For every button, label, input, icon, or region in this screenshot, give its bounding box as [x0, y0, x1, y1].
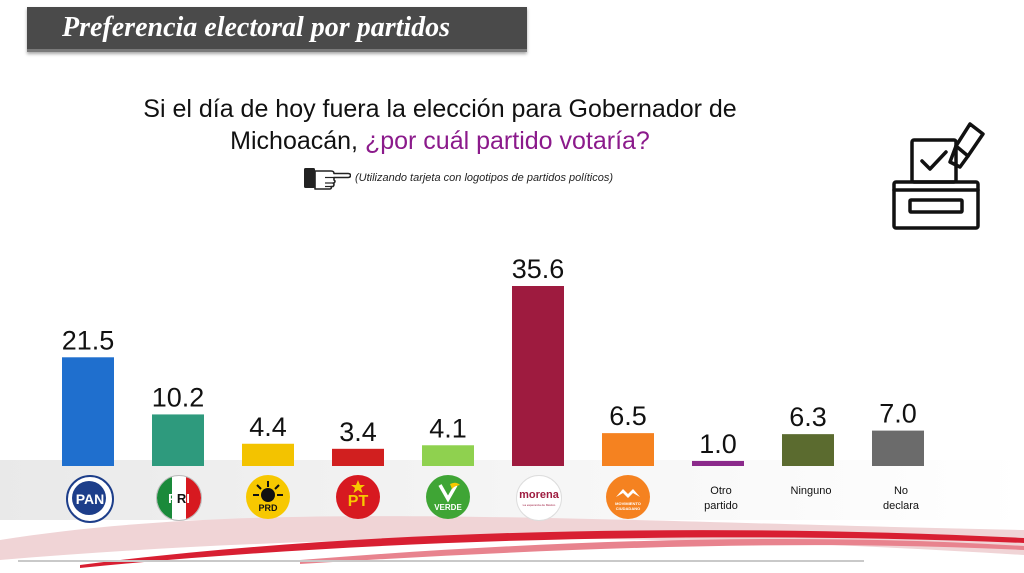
label-ninguno: Ninguno [771, 484, 851, 499]
logo-verde: VERDE [426, 475, 470, 519]
pointing-hand-icon [304, 168, 351, 190]
logo-morena-subtext: La esperanza de México [522, 503, 556, 507]
bar-3 [332, 448, 384, 466]
logo-pt-star-icon [351, 480, 365, 493]
bar-7 [692, 460, 744, 466]
bar-1 [152, 414, 204, 466]
bar-value-label-3: 3.4 [339, 417, 377, 447]
logo-pan-text: PAN [75, 491, 105, 507]
logo-mc-eagle-icon [616, 489, 640, 498]
label-no-declara: No declara [861, 484, 941, 514]
bar-value-label-4: 4.1 [429, 413, 467, 443]
question-note: (Utilizando tarjeta con logotipos de par… [355, 172, 614, 184]
bar-value-label-9: 7.0 [879, 399, 917, 429]
logo-prd: PRD [246, 475, 290, 519]
question-text: Si el día de hoy fuera la elección para … [130, 93, 750, 157]
label-otro-line1: Otro [710, 485, 732, 497]
ballot-box-icon [892, 122, 985, 230]
bar-value-label-1: 10.2 [152, 382, 205, 412]
bar-0 [62, 357, 114, 466]
header-title: Preferencia electoral por partidos [62, 12, 451, 43]
bar-2 [242, 443, 294, 466]
logo-pt: PT [336, 475, 380, 519]
logo-pri-red [186, 476, 201, 520]
logo-pri-r: R [176, 490, 187, 506]
bottom-divider [18, 560, 864, 562]
bar-value-label-0: 21.5 [62, 325, 115, 355]
logo-mc-text: MOVIMIENTO CIUDADANO [615, 501, 641, 511]
bar-5 [512, 286, 564, 466]
bar-value-label-8: 6.3 [789, 402, 827, 432]
header-band [27, 7, 527, 52]
label-no-declara-line1: No [893, 485, 909, 497]
bar-4 [422, 445, 474, 466]
question-highlight: ¿por cuál partido votaría? [364, 127, 650, 155]
bar-6 [602, 433, 654, 466]
logo-pri-p: P [168, 490, 177, 506]
logo-pan: PAN [66, 475, 114, 523]
label-no-declara-line2: declara [882, 500, 920, 512]
logo-pan-ring [72, 481, 106, 515]
bar-9 [872, 430, 924, 466]
logo-pri-i: I [186, 490, 190, 506]
bar-value-label-2: 4.4 [249, 412, 287, 442]
logo-pt-text: PT [347, 493, 369, 510]
label-ninguno-text: Ninguno [790, 485, 832, 497]
bar-value-label-7: 1.0 [699, 429, 737, 459]
label-otro-partido: Otro partido [681, 484, 761, 514]
question-part1: Si el día de hoy fuera la elección para … [143, 95, 737, 155]
logo-morena: morena La esperanza de México [516, 475, 562, 521]
bar-value-label-6: 6.5 [609, 401, 647, 431]
logo-movimiento-ciudadano: MOVIMIENTO CIUDADANO [606, 475, 650, 519]
logo-prd-sun-icon [253, 481, 283, 502]
bar-chart: 21.5 10.2 4.4 3.4 4.1 35.6 6.5 1.0 6.3 7.0 [62, 254, 924, 466]
logo-verde-text: VERDE [434, 503, 462, 512]
logo-verde-toucan-icon [438, 482, 460, 503]
logo-morena-text: morena [519, 489, 559, 501]
logo-prd-text: PRD [258, 503, 278, 513]
logo-pri-green [157, 476, 172, 520]
bar-8 [782, 434, 834, 466]
bar-value-label-5: 35.6 [512, 254, 565, 284]
label-otro-line2: partido [704, 500, 738, 512]
